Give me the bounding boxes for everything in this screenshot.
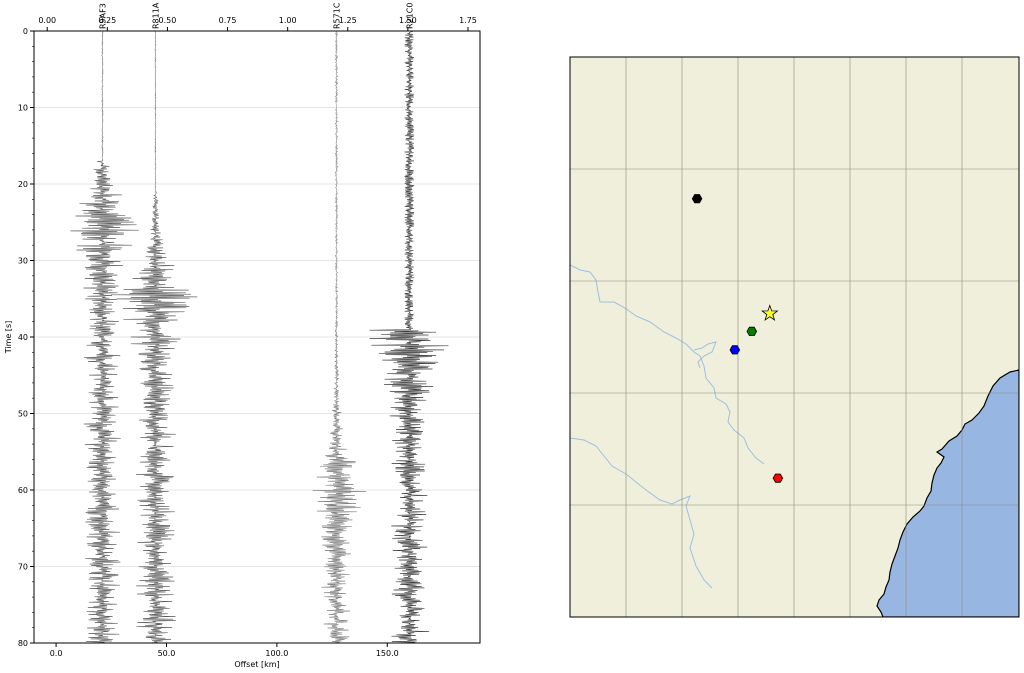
epicenter-star-marker — [761, 304, 779, 321]
station-marker-R811A — [729, 345, 741, 355]
top-tick-label: 0.00 — [38, 16, 56, 25]
reservoir — [693, 341, 717, 369]
station-map-panel — [569, 56, 1020, 618]
top-tick-label: 1.50 — [399, 16, 417, 25]
x-axis-label: Offset [km] — [234, 660, 279, 669]
top-tick-label: 0.25 — [98, 16, 116, 25]
station-markers — [691, 194, 784, 483]
y-axis-ticks: 0 10 20 30 40 50 60 70 80 — [18, 27, 34, 648]
map-frame — [569, 56, 1020, 618]
top-tick-label: 1.00 — [279, 16, 297, 25]
river-north — [570, 264, 765, 465]
y-tick-label: 0 — [23, 27, 28, 36]
x-tick-label: 150.0 — [376, 649, 399, 658]
record-section-panel: 0.0 50.0 100.0 150.0 0 10 20 30 40 50 60 70 80 0.00… — [4, 2, 481, 669]
trace-R21C0 — [369, 30, 449, 644]
x-axis-ticks: 0.0 50.0 100.0 150.0 — [50, 643, 399, 658]
y-tick-label: 70 — [18, 563, 28, 572]
trace-R811A — [110, 30, 198, 644]
station-marker-R21C0 — [772, 473, 784, 483]
top-tick-label: 0.50 — [159, 16, 177, 25]
trace-R571C — [312, 30, 367, 644]
ocean-coastline — [876, 369, 1019, 617]
trace-R9AF3 — [70, 30, 139, 644]
station-marker-R9AF3 — [746, 326, 758, 337]
river-south — [570, 437, 713, 589]
x-tick-label: 0.0 — [50, 649, 63, 658]
top-tick-label: 1.25 — [339, 16, 357, 25]
x-tick-label: 50.0 — [158, 649, 176, 658]
trace-label: R9AF3 — [98, 3, 107, 29]
y-tick-label: 80 — [18, 639, 28, 648]
y-tick-label: 30 — [18, 257, 28, 266]
y-tick-label: 60 — [18, 486, 28, 495]
trace-labels: R9AF3 R811A R571C R21C0 — [98, 2, 414, 29]
trace-label: R811A — [151, 2, 160, 29]
x-tick-label: 100.0 — [265, 649, 288, 658]
y-tick-label: 20 — [18, 180, 28, 189]
top-axis-ticks: 0.00 0.25 0.50 0.75 1.00 1.25 1.50 1.75 — [38, 16, 477, 31]
map-gridlines — [570, 57, 1019, 617]
top-tick-label: 0.75 — [219, 16, 237, 25]
y-tick-label: 10 — [18, 104, 28, 113]
trace-label: R21C0 — [405, 3, 414, 29]
trace-label: R571C — [332, 2, 341, 29]
seismic-traces — [70, 30, 449, 644]
y-tick-label: 50 — [18, 410, 28, 419]
y-tick-label: 40 — [18, 333, 28, 342]
top-tick-label: 1.75 — [459, 16, 477, 25]
rivers — [570, 264, 765, 589]
y-axis-label: Time [s] — [4, 321, 13, 355]
station-marker-R571C — [691, 194, 703, 204]
